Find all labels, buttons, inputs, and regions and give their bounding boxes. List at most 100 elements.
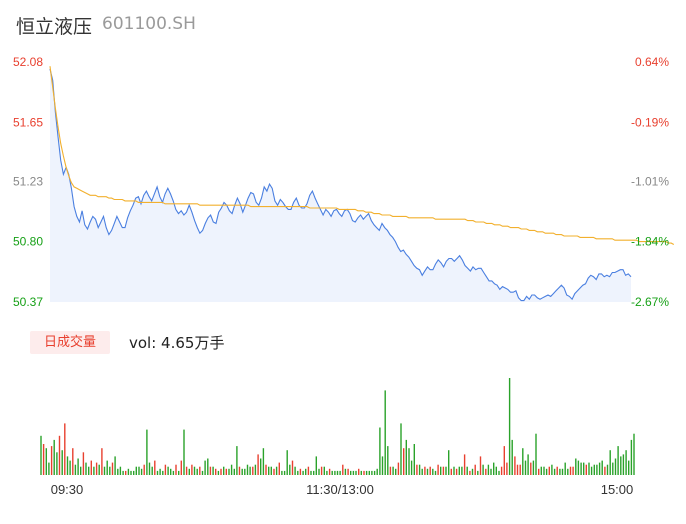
volume-bar [167,466,169,475]
volume-bar [88,466,90,475]
volume-bar [612,462,614,475]
percent-tick-label: -2.67% [631,295,669,309]
volume-bar [217,470,220,475]
volume-bar [183,429,185,475]
volume-bar [193,466,196,475]
volume-bar [135,466,137,475]
volume-tab[interactable]: 日成交量 [30,331,110,354]
volume-bar [143,464,145,475]
volume-bar [344,468,347,475]
volume-bar [448,450,450,475]
volume-bar [583,462,585,475]
volume-bar [567,468,569,475]
volume-bar [103,466,106,475]
volume-bar [410,460,413,475]
volume-bar [471,468,474,475]
volume-bar [588,462,590,475]
volume-bar [278,462,280,475]
volume-bar [209,466,212,475]
volume-bar [249,466,251,475]
volume-bar [477,470,479,475]
volume-bar [604,466,606,475]
volume-bar [434,470,437,475]
volume-bar [315,456,317,475]
volume-bar [490,468,492,475]
volume-bar [455,468,458,475]
time-tick-label: 15:00 [601,482,634,497]
volume-bar [61,450,63,475]
volume-bar [117,468,119,475]
volume-bar [514,456,516,475]
volume-bar [564,462,566,475]
volume-bar [397,462,400,475]
price-tick-label: 50.37 [13,295,43,309]
volume-bar [268,466,270,475]
volume-bar [191,464,193,475]
price-tick-label: 52.08 [13,55,43,69]
volume-bar [45,448,47,475]
volume-bar [450,468,452,475]
volume-bar [381,456,384,475]
volume-bar [522,448,524,475]
volume-bar [360,470,362,475]
volume-bar [236,446,238,475]
volume-bar [384,390,386,475]
volume-bar [614,458,617,475]
volume-bar [159,468,161,475]
volume-bar [575,458,577,475]
volume-bar [241,468,243,475]
volume-bar [498,470,500,475]
volume-bar [373,470,376,475]
volume-bar [196,468,198,475]
volume-bar [461,466,463,475]
volume-bar [53,439,55,475]
volume-bar [445,466,447,475]
volume-bar [628,460,630,475]
volume-bar [74,464,77,475]
volume-bar [620,456,622,475]
volume-bar [212,466,214,475]
volume-bar [416,464,418,475]
volume-bar [506,462,508,475]
volume-bar [630,439,633,475]
price-tick-label: 50.80 [13,235,43,249]
volume-bar [350,470,352,475]
volume-bar [453,466,455,475]
volume-bar [408,448,410,475]
volume-bar [170,468,172,475]
volume-bar [633,433,635,475]
volume-bar [485,468,487,475]
volume-bar [223,466,225,475]
volume-bar [469,470,471,475]
volume-bar [553,468,556,475]
volume-bar [146,429,148,475]
volume-bar [426,468,429,475]
volume-bar [220,468,222,475]
volume-bar [559,468,561,475]
volume-bar [527,454,529,475]
volume-bar [503,446,505,475]
volume-bar [252,466,254,475]
volume-bar [133,470,135,475]
volume-bar [342,464,344,475]
volume-bar [548,466,550,475]
volume-bar [577,460,580,475]
stock-code: 601100.SH [102,14,196,34]
volume-bar [294,466,296,475]
volume-bar [339,470,341,475]
time-tick-label: 09:30 [51,482,84,497]
volume-bar [111,462,114,475]
volume-bar [40,435,42,475]
volume-bar [125,470,127,475]
volume-bar [119,466,122,475]
volume-bar [140,468,143,475]
volume-bar [291,460,294,475]
price-area [50,69,631,302]
volume-bar [622,454,625,475]
volume-bar [403,448,405,475]
volume-bar [172,470,175,475]
volume-bar [42,444,45,475]
volume-bar [585,464,587,475]
volume-bar [601,460,603,475]
volume-bar [90,460,92,475]
